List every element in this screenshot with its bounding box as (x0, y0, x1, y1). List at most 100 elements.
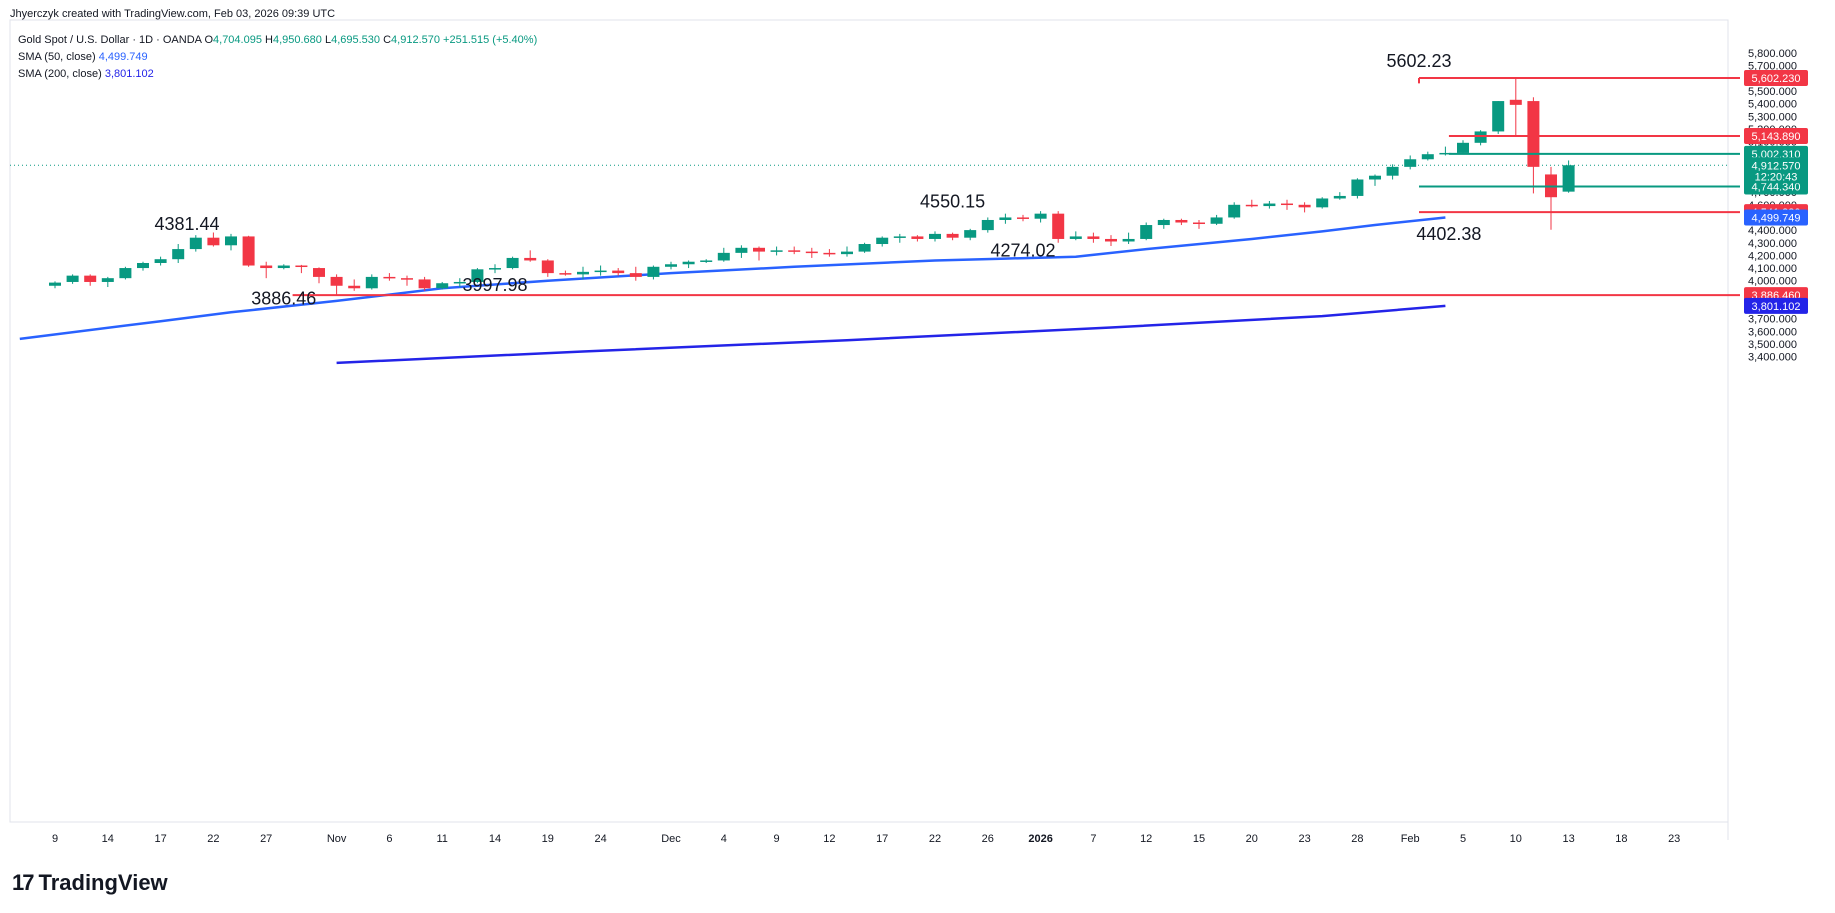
y-tick-label: 3,400.000 (1748, 352, 1797, 364)
candle-body (1298, 204, 1311, 208)
sma200-value: 3,801.102 (104, 68, 154, 80)
sma50-legend[interactable]: SMA (50, close) 4,499.749 (18, 51, 148, 63)
y-tick-label: 5,400.000 (1748, 99, 1797, 111)
level-tag-bg (1744, 70, 1808, 87)
candle-body (876, 237, 889, 245)
x-tick-label: 19 (542, 833, 554, 845)
candle-body (629, 273, 642, 277)
price-annotation: 4274.02 (990, 241, 1055, 261)
candle-body (207, 237, 220, 246)
candle-body (1245, 204, 1258, 207)
candle-body (541, 260, 554, 274)
x-tick-label: 4 (721, 833, 727, 845)
x-tick-label: 5 (1460, 833, 1466, 845)
candle-body (577, 271, 589, 275)
symbol-line: Gold Spot / U.S. Dollar · 1D · OANDA O4,… (18, 34, 538, 46)
low-value: 4,695.530 (331, 34, 381, 46)
candle-body (1527, 101, 1540, 167)
sma50-line (19, 216, 1446, 341)
candle-body (295, 265, 308, 268)
x-tick-label: 9 (774, 833, 780, 845)
x-tick-label: 18 (1615, 833, 1627, 845)
candle-body (700, 260, 713, 262)
candle-body (1105, 238, 1117, 242)
y-tick-label: 4,400.000 (1748, 225, 1797, 237)
x-tick-label: 20 (1246, 833, 1258, 845)
candle-body (1492, 101, 1505, 132)
y-tick-label: 4,100.000 (1748, 263, 1797, 275)
candle-body (911, 236, 924, 239)
candle-body (946, 233, 959, 238)
candle-body (101, 278, 114, 282)
price-annotation: 4402.38 (1416, 224, 1481, 244)
y-tick-label: 3,700.000 (1748, 314, 1797, 326)
candle-body (559, 273, 572, 275)
candle-body (1369, 175, 1381, 180)
candle-body (594, 270, 607, 273)
candle-body (841, 251, 853, 255)
candle-body (612, 270, 625, 274)
x-tick-label: 7 (1090, 833, 1096, 845)
x-tick-label: 17 (876, 833, 888, 845)
candle-body (805, 251, 818, 254)
candle-body (1351, 179, 1364, 196)
y-tick-label: 5,800.000 (1748, 48, 1797, 60)
sma50-value: 4,499.749 (98, 51, 148, 63)
x-tick-label: 10 (1510, 833, 1522, 845)
symbol-title[interactable]: Gold Spot / U.S. Dollar · 1D · OANDA (18, 34, 202, 46)
x-tick-label: 23 (1298, 833, 1310, 845)
price-tag-countdown: 12:20:43 (1755, 171, 1798, 183)
candle-body (453, 281, 466, 284)
candle-body (858, 244, 871, 252)
x-tick-label: 22 (929, 833, 941, 845)
candle-body (436, 283, 449, 289)
candle-body (893, 236, 906, 238)
candle-body (1316, 198, 1329, 208)
tradingview-logo[interactable]: 17 TradingView (12, 870, 168, 896)
candle-body (1386, 166, 1399, 176)
x-tick-label: Nov (327, 833, 347, 845)
high-value: 4,950.680 (272, 34, 322, 46)
candle-body (489, 268, 501, 270)
y-tick-label: 3,500.000 (1748, 339, 1797, 351)
candle-body (154, 259, 167, 263)
sma200-legend[interactable]: SMA (200, close) 3,801.102 (18, 68, 154, 80)
sma-tag-bg (1744, 209, 1808, 226)
x-tick-label: 27 (260, 833, 272, 845)
candle-body (1175, 219, 1188, 223)
sma-tag: 4,499.749 (1752, 212, 1801, 224)
price-tag: 4,912.570 (1752, 160, 1801, 172)
price-annotation: 3997.98 (462, 275, 527, 295)
x-tick-label: 11 (436, 833, 447, 845)
candle-body (788, 250, 801, 252)
x-tick-label: 17 (154, 833, 166, 845)
candle-body (665, 264, 677, 267)
candle-body (401, 278, 413, 280)
y-tick-label: 4,000.000 (1748, 276, 1797, 288)
candle-body (1017, 217, 1029, 219)
y-tick-label: 4,200.000 (1748, 250, 1797, 262)
candle-body (1421, 154, 1434, 160)
x-tick-label: 26 (982, 833, 994, 845)
candle-body (1140, 225, 1153, 239)
candle-body (260, 265, 273, 269)
x-tick-label: Dec (661, 833, 681, 845)
candle-body (365, 276, 378, 289)
candle-body (682, 261, 695, 265)
x-tick-label: 14 (102, 833, 114, 845)
candle-body (717, 252, 730, 261)
x-tick-label: 14 (489, 833, 501, 845)
candle-body (225, 236, 237, 246)
plot-area (9, 19, 1729, 823)
candle-body (1333, 195, 1346, 199)
candle-body (647, 266, 660, 277)
candle-body (1457, 142, 1469, 153)
candle-body (1210, 217, 1223, 224)
level-tag: 4,744.340 (1752, 182, 1801, 194)
candle-body (66, 275, 79, 282)
x-tick-label: 12 (823, 833, 835, 845)
price-tag-bg (1744, 157, 1808, 184)
x-tick-label: 15 (1193, 833, 1205, 845)
candle-body (1122, 238, 1135, 242)
tradingview-wordmark: TradingView (38, 870, 168, 895)
